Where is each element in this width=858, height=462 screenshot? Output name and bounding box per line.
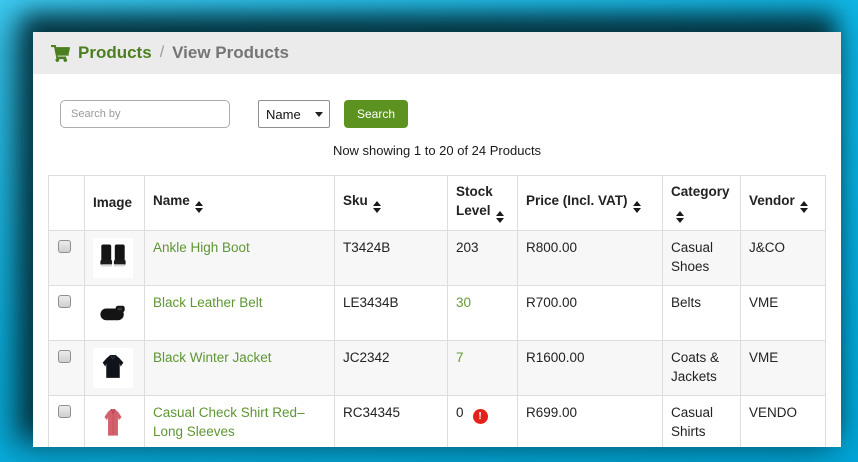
header-stock-level[interactable]: Stock Level xyxy=(447,175,518,231)
header-image: Image xyxy=(84,175,145,231)
content-card: Products / View Products Name Search Now… xyxy=(33,32,841,447)
stock-value: 203 xyxy=(456,239,479,255)
search-toolbar: Name Search xyxy=(60,100,841,128)
table-header-row: Image Name Sku Stock Level Price (Incl. … xyxy=(48,175,826,231)
price-value: R700.00 xyxy=(526,294,578,310)
header-select xyxy=(48,175,85,231)
stock-value: 7 xyxy=(456,349,464,365)
stock-value: 0 xyxy=(456,404,464,420)
results-summary: Now showing 1 to 20 of 24 Products xyxy=(332,143,542,158)
category-value: Coats & Jackets xyxy=(671,349,720,385)
price-value: R1600.00 xyxy=(526,349,585,365)
sort-icon[interactable] xyxy=(372,201,381,214)
shopping-cart-icon xyxy=(51,44,70,62)
header-price[interactable]: Price (Incl. VAT) xyxy=(517,175,663,231)
breadcrumb: Products / View Products xyxy=(33,32,841,74)
row-checkbox[interactable] xyxy=(58,239,71,253)
breadcrumb-section-products[interactable]: Products xyxy=(78,43,152,62)
product-link[interactable]: Ankle High Boot xyxy=(153,239,250,255)
row-checkbox[interactable] xyxy=(58,294,71,308)
search-field-select[interactable]: Name xyxy=(258,100,330,128)
stock-value: 30 xyxy=(456,294,472,310)
product-image-ankle-high-boot xyxy=(93,237,133,278)
sku-value: JC2342 xyxy=(343,349,390,365)
product-link[interactable]: Black Leather Belt xyxy=(153,294,263,310)
sku-value: T3424B xyxy=(343,239,391,255)
header-vendor[interactable]: Vendor xyxy=(740,175,826,231)
sku-value: LE3434B xyxy=(343,294,399,310)
row-checkbox[interactable] xyxy=(58,404,71,418)
belt-image xyxy=(100,305,125,321)
price-value: R800.00 xyxy=(526,239,578,255)
sort-icon[interactable] xyxy=(194,201,203,214)
search-field-select-wrap: Name xyxy=(258,100,330,128)
shirt-image xyxy=(104,408,122,436)
search-button[interactable]: Search xyxy=(344,100,409,128)
price-value: R699.00 xyxy=(526,404,578,420)
product-image-black-leather-belt xyxy=(93,292,133,333)
table-row: Black Leather Belt LE3434B 30 R700.00 Be… xyxy=(48,284,826,341)
sort-icon[interactable] xyxy=(632,201,641,214)
category-value: Belts xyxy=(671,294,702,310)
header-name[interactable]: Name xyxy=(144,175,335,231)
table-row: Casual Check Shirt Red– Long Sleeves RC3… xyxy=(48,394,826,447)
product-image-casual-check-shirt-red xyxy=(93,402,133,443)
sort-icon[interactable] xyxy=(799,201,808,214)
product-link[interactable]: Casual Check Shirt Red– Long Sleeves xyxy=(153,404,305,440)
boots-image xyxy=(100,244,126,267)
sku-value: RC34345 xyxy=(343,404,401,420)
sort-icon[interactable] xyxy=(676,210,684,223)
header-category[interactable]: Category xyxy=(662,175,741,231)
search-input[interactable] xyxy=(60,100,230,128)
vendor-value: VENDO xyxy=(749,404,798,420)
vendor-value: J&CO xyxy=(749,239,786,255)
sort-icon[interactable] xyxy=(495,210,504,223)
table-row: Ankle High Boot T3424B 203 R800.00 Casua… xyxy=(48,229,826,286)
table-row: Black Winter Jacket JC2342 7 R1600.00 Co… xyxy=(48,339,826,396)
jacket-image xyxy=(102,354,124,378)
product-image-black-winter-jacket xyxy=(93,347,133,388)
products-table: Image Name Sku Stock Level Price (Incl. … xyxy=(48,175,826,447)
vendor-value: VME xyxy=(749,349,779,365)
header-sku[interactable]: Sku xyxy=(334,175,448,231)
product-link[interactable]: Black Winter Jacket xyxy=(153,349,272,365)
category-value: Casual Shoes xyxy=(671,239,714,275)
vendor-value: VME xyxy=(749,294,779,310)
row-checkbox[interactable] xyxy=(58,349,71,363)
out-of-stock-alert-icon xyxy=(472,408,488,424)
category-value: Casual Shirts xyxy=(671,404,714,440)
page-title: View Products xyxy=(172,43,289,62)
breadcrumb-separator: / xyxy=(159,44,165,61)
